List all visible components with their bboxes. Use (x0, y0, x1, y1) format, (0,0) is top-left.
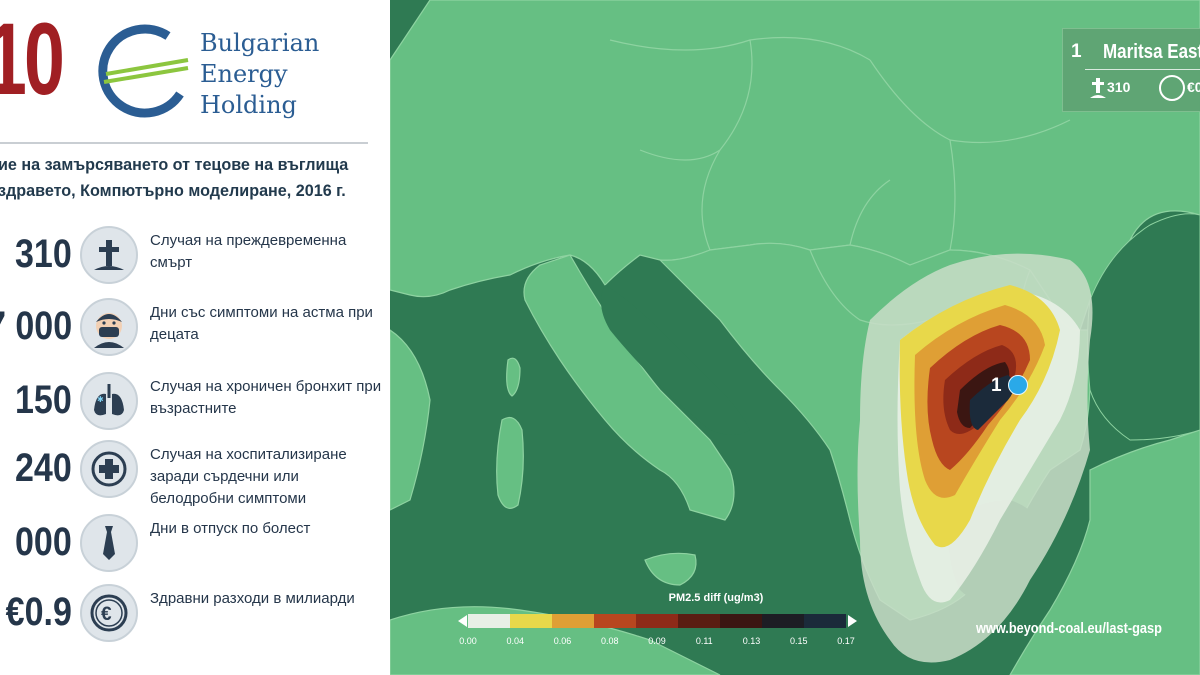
brand-line-3: Holding (200, 91, 297, 119)
plant-deaths-value: 310 (1107, 79, 1131, 95)
svg-text:✱: ✱ (97, 395, 104, 404)
legend-arrow-left-icon (458, 615, 467, 627)
stat-value: 150 (15, 378, 72, 422)
stat-value: 310 (15, 232, 72, 276)
legend-swatch (762, 614, 804, 628)
plant-number: 1 (1071, 41, 1082, 62)
legend-swatch (636, 614, 678, 628)
stat-label: Случая на хроничен бронхит при възрастни… (150, 378, 382, 417)
grave-cross-icon (80, 226, 138, 284)
stat-label: Дни в отпуск по болест (150, 520, 311, 537)
plant-cost-value: €0 (1187, 79, 1200, 95)
legend-tick-label: 0.08 (600, 636, 619, 646)
euro-coin-icon: € (80, 584, 138, 642)
plant-count: 10 (0, 2, 65, 116)
legend-swatch (804, 614, 846, 628)
legend-swatch (594, 614, 636, 628)
map-base (390, 0, 1200, 675)
legend-tick-label: 0.13 (742, 636, 761, 646)
svg-text:€: € (101, 604, 112, 625)
legend-arrow-right-icon (848, 615, 857, 627)
stat-bronchitis: 150 ✱ Случая на хроничен бронхит при въз… (0, 372, 390, 432)
adriatic-sea (601, 285, 750, 435)
bulgarian-energy-holding-logo (98, 24, 189, 118)
legend-swatch (678, 614, 720, 628)
legend-tick-label: 0.04 (506, 636, 525, 646)
stat-label: Дни със симптоми на астма при децата (150, 304, 373, 343)
card-divider (1085, 69, 1200, 70)
plant-marker-label: 1 (991, 375, 1002, 396)
legend-swatch (510, 614, 552, 628)
subtitle-line-2: здравето, Компютърно моделиране, 2016 г. (0, 181, 346, 200)
plant-info-card[interactable]: 1 Maritsa East 310 €0 (1062, 28, 1200, 112)
medical-cross-icon (80, 440, 138, 498)
plant-name: Maritsa East (1103, 41, 1200, 63)
euro-coin-icon (1159, 75, 1185, 101)
stat-sick-leave-days: 000 Дни в отпуск по болест (0, 514, 390, 574)
stat-hospitalizations: 240 Случая на хоспитализиране заради сър… (0, 440, 390, 507)
legend-tick-label: 0.09 (648, 636, 666, 646)
plant-marker[interactable] (1008, 375, 1028, 395)
color-legend: 0.00 0.04 0.06 0.08 0.09 0.11 0.13 0.15 0.17 (454, 612, 857, 660)
legend-tick-label: 0.00 (459, 636, 477, 646)
pollution-map: 1 Maritsa East 310 €0 1 PM2.5 diff (ug/m… (390, 0, 1200, 675)
legend-tick-label: 0.15 (789, 636, 808, 646)
child-mask-icon (80, 298, 138, 356)
stat-label: Случая на хоспитализиране заради сърдечн… (150, 446, 347, 507)
source-website[interactable]: www.beyond-coal.eu/last-gasp (976, 620, 1162, 637)
legend-tick-label: 0.11 (695, 636, 713, 646)
stat-asthma-days: 7 000 Дни със симптоми на астма при деца… (0, 298, 390, 358)
stat-label: Случая на преждевременна смърт (150, 232, 347, 271)
legend-tick-label: 0.17 (837, 636, 855, 646)
stat-premature-deaths: 310 Случая на преждевременна смърт (0, 226, 390, 286)
black-sea (1087, 213, 1200, 441)
lungs-icon: ✱ (80, 372, 138, 430)
stat-health-costs: €0.9 € Здравни разходи в милиарди (0, 584, 390, 644)
legend-swatch (720, 614, 762, 628)
stat-value: 240 (15, 446, 72, 490)
grave-cross-icon (1090, 78, 1106, 98)
brand-name: Bulgarian Energy Holding (200, 28, 319, 121)
stat-value: 7 000 (0, 304, 72, 348)
stat-value: €0.9 (5, 590, 72, 634)
stat-value: 000 (15, 520, 72, 564)
legend-tick-label: 0.06 (553, 636, 572, 646)
brand-line-1: Bulgarian (200, 29, 320, 57)
stat-label: Здравни разходи в милиарди (150, 590, 355, 607)
info-panel: 10 Bulgarian Energy Holding ие на замърс… (0, 0, 390, 675)
legend-bar (468, 614, 846, 628)
subtitle: ие на замърсяването от тецове на въглища… (0, 152, 359, 204)
legend-title: PM2.5 diff (ug/m3) (668, 592, 764, 604)
tie-icon (80, 514, 138, 572)
legend-swatch (468, 614, 510, 628)
pollution-plume (857, 253, 1093, 663)
brand-line-2: Energy (200, 60, 288, 88)
subtitle-line-1: ие на замърсяването от тецове на въглища (0, 155, 349, 174)
header-divider (0, 142, 368, 144)
legend-swatch (552, 614, 594, 628)
